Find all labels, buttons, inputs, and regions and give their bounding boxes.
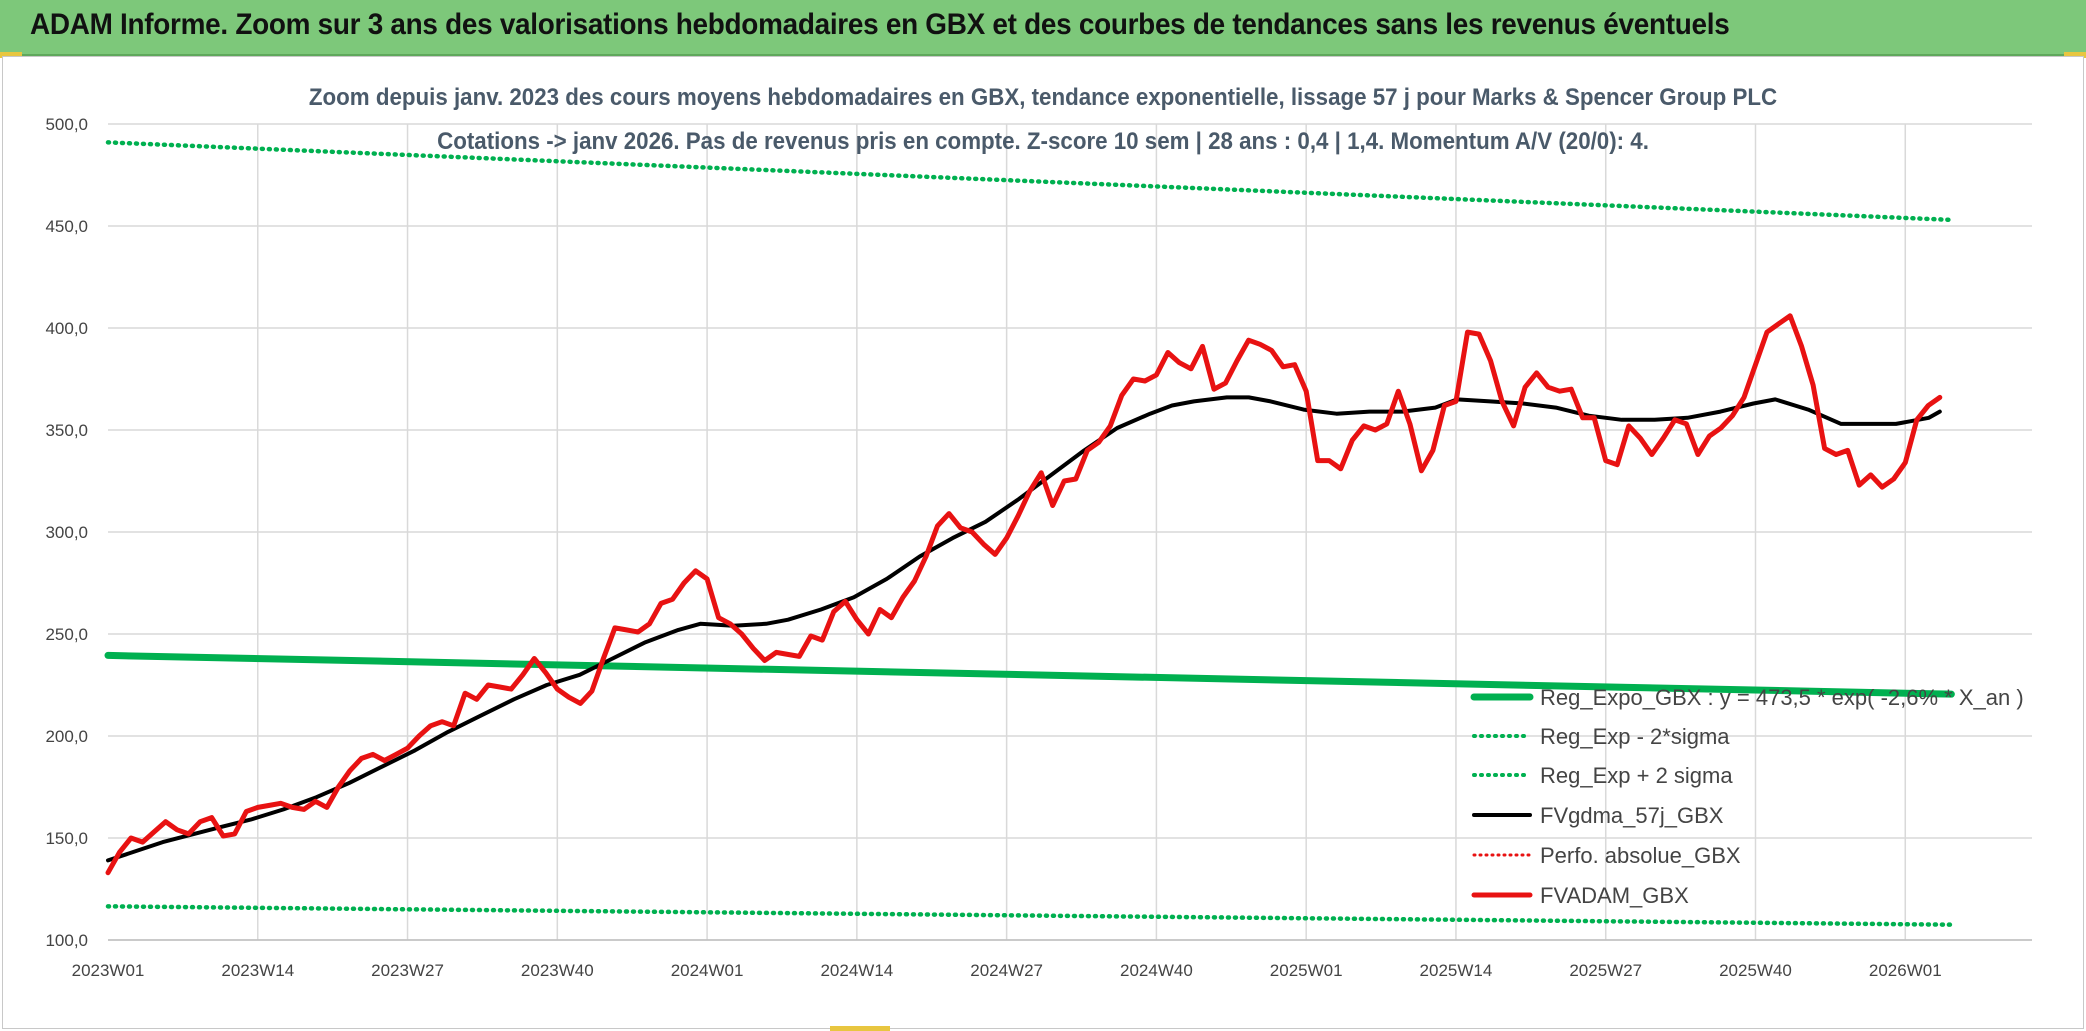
- x-tick-label: 2023W27: [371, 961, 444, 980]
- chart-title: Zoom depuis janv. 2023 des cours moyens …: [308, 84, 1778, 111]
- series-fvadam: [105, 313, 1943, 876]
- y-tick-label: 400,0: [45, 319, 88, 338]
- title-banner: ADAM Informe. Zoom sur 3 ans des valoris…: [0, 0, 2086, 56]
- x-tick-label: 2023W14: [221, 961, 294, 980]
- legend-label: Reg_Exp + 2 sigma: [1540, 763, 1733, 788]
- x-tick-label: 2023W01: [72, 961, 145, 980]
- y-tick-label: 250,0: [45, 625, 88, 644]
- series-reg-expo: [104, 651, 1955, 698]
- x-tick-label: 2025W40: [1719, 961, 1792, 980]
- bottom-accent: [830, 1026, 890, 1031]
- x-tick-label: 2024W01: [671, 961, 744, 980]
- series-fvgdma: [106, 395, 1942, 863]
- series-reg-exp-plus-2sigma: [105, 140, 1954, 223]
- x-tick-label: 2024W14: [820, 961, 893, 980]
- x-tick-label: 2026W01: [1869, 961, 1942, 980]
- chart-subtitle: Cotations -> janv 2026. Pas de revenus p…: [437, 128, 1649, 155]
- legend-label: Reg_Exp - 2*sigma: [1540, 724, 1730, 749]
- legend-label: FVgdma_57j_GBX: [1540, 803, 1724, 828]
- series-reg-exp-minus-2sigma: [105, 904, 1954, 927]
- y-tick-label: 200,0: [45, 727, 88, 746]
- y-tick-label: 350,0: [45, 421, 88, 440]
- legend-label: Reg_Expo_GBX : y = 473,5 * exp( -2,6% * …: [1540, 685, 2024, 710]
- chart-frame: [2, 56, 2084, 1029]
- x-tick-label: 2025W14: [1420, 961, 1493, 980]
- y-tick-label: 150,0: [45, 829, 88, 848]
- y-tick-label: 500,0: [45, 115, 88, 134]
- corner-accent-right: [2064, 52, 2086, 58]
- legend-label: FVADAM_GBX: [1540, 883, 1689, 908]
- y-tick-label: 450,0: [45, 217, 88, 236]
- y-tick-label: 300,0: [45, 523, 88, 542]
- corner-accent-left: [0, 52, 22, 58]
- x-tick-label: 2025W01: [1270, 961, 1343, 980]
- x-tick-label: 2023W40: [521, 961, 594, 980]
- x-tick-label: 2024W40: [1120, 961, 1193, 980]
- x-tick-label: 2024W27: [970, 961, 1043, 980]
- legend-label: Perfo. absolue_GBX: [1540, 843, 1741, 868]
- report-title: ADAM Informe. Zoom sur 3 ans des valoris…: [30, 8, 1730, 41]
- y-tick-label: 100,0: [45, 931, 88, 950]
- x-tick-label: 2025W27: [1569, 961, 1642, 980]
